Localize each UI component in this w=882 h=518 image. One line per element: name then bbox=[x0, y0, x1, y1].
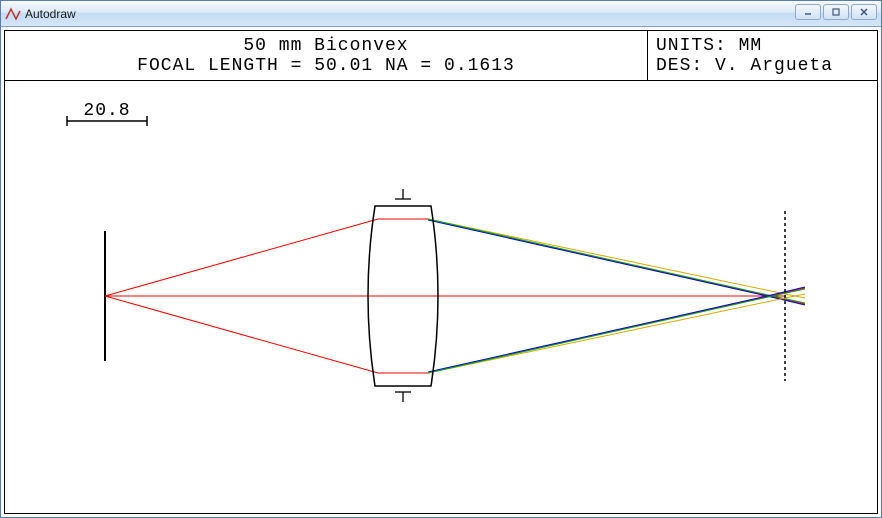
app-window: Autodraw 50 mm Biconvex FOCAL LENGTH = 5… bbox=[0, 0, 882, 518]
close-button[interactable] bbox=[851, 4, 877, 20]
units-label: UNITS: MM bbox=[656, 36, 762, 56]
drawing-frame: 50 mm Biconvex FOCAL LENGTH = 50.01 NA =… bbox=[4, 30, 878, 514]
diagram-info-block: UNITS: MM DES: V. Argueta bbox=[647, 31, 877, 80]
diagram-title-block: 50 mm Biconvex FOCAL LENGTH = 50.01 NA =… bbox=[5, 31, 647, 80]
svg-text:20.8: 20.8 bbox=[83, 101, 130, 121]
title-bar[interactable]: Autodraw bbox=[1, 1, 881, 27]
diagram-title: 50 mm Biconvex bbox=[243, 36, 408, 56]
diagram-header: 50 mm Biconvex FOCAL LENGTH = 50.01 NA =… bbox=[5, 31, 877, 81]
maximize-button[interactable] bbox=[823, 4, 849, 20]
minimize-button[interactable] bbox=[795, 4, 821, 20]
app-icon bbox=[5, 6, 21, 22]
window-controls bbox=[795, 4, 877, 20]
window-title: Autodraw bbox=[25, 7, 76, 21]
designer-label: DES: V. Argueta bbox=[656, 56, 833, 76]
optical-canvas: 20.8 bbox=[5, 81, 877, 513]
client-area: 50 mm Biconvex FOCAL LENGTH = 50.01 NA =… bbox=[1, 27, 881, 517]
optical-diagram-svg: 20.8 bbox=[5, 81, 873, 511]
diagram-params: FOCAL LENGTH = 50.01 NA = 0.1613 bbox=[137, 56, 515, 76]
